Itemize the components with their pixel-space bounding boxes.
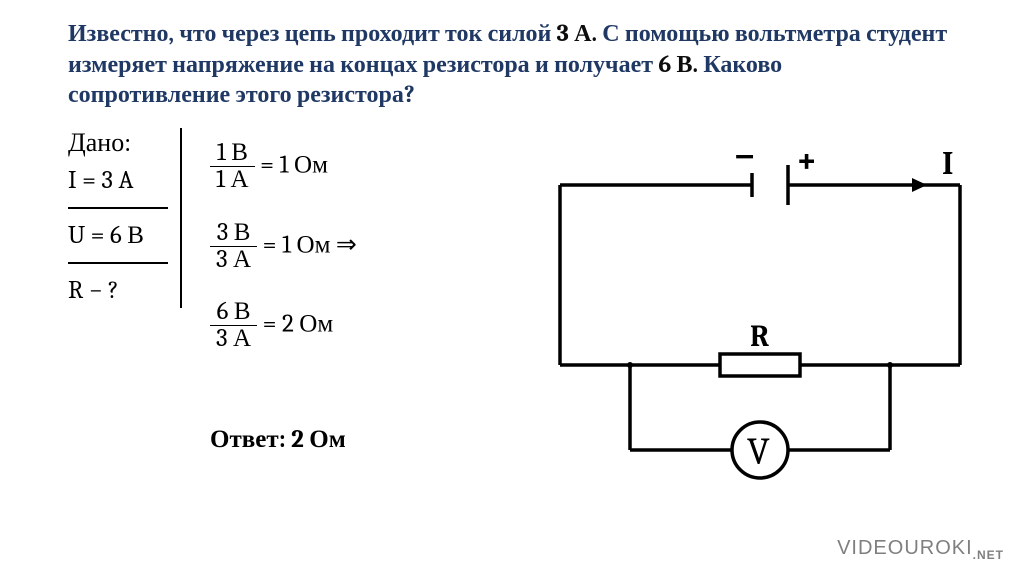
calc-eq-3: = 2 Ом [263, 310, 334, 339]
q-part1: Известно, что через цепь проходит ток си… [68, 19, 557, 47]
voltmeter-label: V [747, 430, 770, 474]
given-rule [68, 203, 168, 209]
q-current: 3 А. [557, 19, 597, 47]
calc-row-2: 3 В3 А = 1 Ом ⇒ [210, 220, 357, 274]
watermark-text: VIDEOUROKI [837, 537, 973, 559]
circuit-diagram: − + I R V [540, 150, 980, 480]
label-I: I [942, 150, 953, 182]
question-text: Известно, что через цепь проходит ток си… [68, 18, 948, 110]
resistor [720, 354, 800, 376]
calc-row-3: 6 В3 А = 2 Ом [210, 299, 357, 353]
fraction-1: 1 В1 А [210, 140, 255, 194]
calc-eq-2: = 1 Ом [263, 230, 331, 259]
circuit-svg: − + I R V [540, 150, 980, 480]
battery-minus: − [734, 150, 755, 176]
watermark-suffix: .NET [973, 548, 1004, 562]
answer: Ответ: 2 Ом [210, 425, 346, 454]
q-voltage: 6 В. [658, 50, 698, 78]
calc-eq-1: = 1 Ом [260, 151, 328, 180]
given-rule-2 [68, 258, 168, 264]
calculations: 1 В1 А = 1 Ом 3 В3 А = 1 Ом ⇒ 6 В3 А = 2… [210, 140, 357, 379]
battery-plus: + [796, 150, 817, 181]
answer-label: Ответ: [210, 425, 286, 454]
given-vertical-line [180, 128, 182, 308]
given-sought: R − ? [68, 276, 168, 305]
node-right [887, 362, 893, 368]
calc-row-1: 1 В1 А = 1 Ом [210, 140, 357, 194]
node-left [627, 362, 633, 368]
given-block: Дано: I = 3 A U = 6 В R − ? [68, 128, 168, 313]
calc-arrow-2: ⇒ [330, 230, 356, 259]
fraction-3: 6 В3 А [210, 299, 257, 353]
given-item-I: I = 3 A [68, 166, 168, 195]
current-arrow [912, 178, 927, 192]
watermark: VIDEOUROKI.NET [837, 537, 1004, 562]
given-label: Дано: [68, 128, 168, 158]
fraction-2: 3 В3 А [210, 220, 257, 274]
slide: Известно, что через цепь проходит ток си… [0, 0, 1024, 574]
label-R: R [750, 319, 769, 354]
given-item-U: U = 6 В [68, 221, 168, 250]
answer-value: 2 Ом [291, 425, 346, 454]
